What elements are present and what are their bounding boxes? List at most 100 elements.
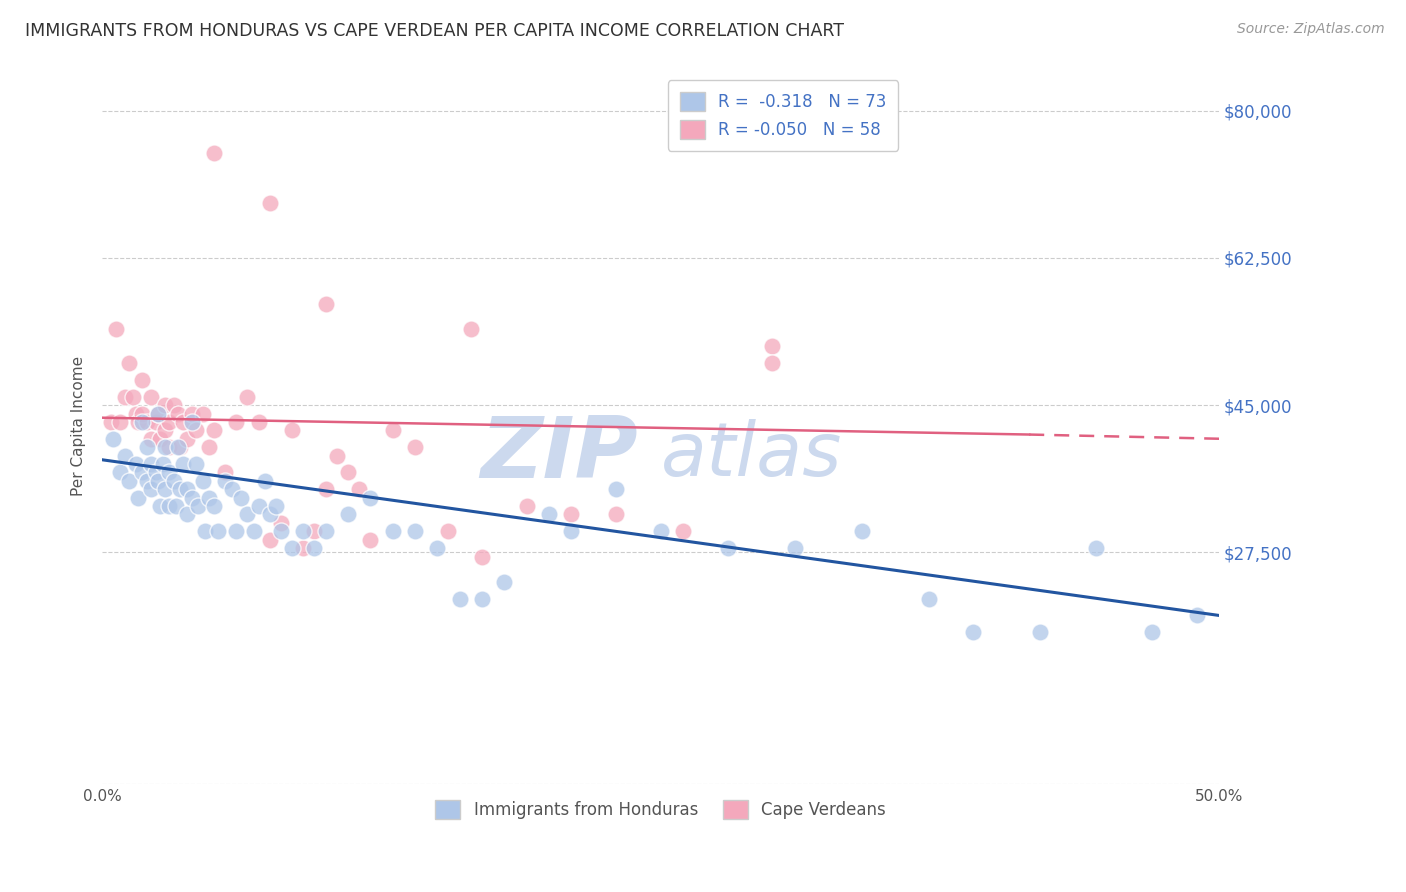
Point	[259, 533, 281, 547]
Point	[169, 440, 191, 454]
Point	[326, 449, 349, 463]
Point	[191, 474, 214, 488]
Point	[449, 591, 471, 606]
Point	[347, 482, 370, 496]
Point	[125, 457, 148, 471]
Point	[761, 356, 783, 370]
Point	[135, 440, 157, 454]
Point	[537, 508, 560, 522]
Point	[108, 466, 131, 480]
Legend: Immigrants from Honduras, Cape Verdeans: Immigrants from Honduras, Cape Verdeans	[429, 793, 893, 825]
Point	[336, 466, 359, 480]
Text: IMMIGRANTS FROM HONDURAS VS CAPE VERDEAN PER CAPITA INCOME CORRELATION CHART: IMMIGRANTS FROM HONDURAS VS CAPE VERDEAN…	[25, 22, 845, 40]
Point	[153, 398, 176, 412]
Text: atlas: atlas	[661, 418, 842, 491]
Point	[918, 591, 941, 606]
Point	[194, 524, 217, 539]
Point	[167, 407, 190, 421]
Point	[114, 449, 136, 463]
Point	[851, 524, 873, 539]
Point	[135, 474, 157, 488]
Point	[304, 524, 326, 539]
Point	[127, 491, 149, 505]
Point	[146, 407, 169, 421]
Point	[243, 524, 266, 539]
Point	[149, 499, 172, 513]
Point	[184, 423, 207, 437]
Point	[157, 466, 180, 480]
Point	[202, 423, 225, 437]
Point	[153, 440, 176, 454]
Point	[180, 415, 202, 429]
Point	[145, 466, 167, 480]
Point	[198, 440, 221, 454]
Point	[108, 415, 131, 429]
Point	[404, 524, 426, 539]
Point	[783, 541, 806, 556]
Point	[1085, 541, 1108, 556]
Point	[149, 432, 172, 446]
Point	[172, 457, 194, 471]
Point	[426, 541, 449, 556]
Point	[494, 574, 516, 589]
Point	[163, 474, 186, 488]
Point	[359, 533, 381, 547]
Point	[560, 524, 582, 539]
Point	[247, 415, 270, 429]
Point	[191, 407, 214, 421]
Point	[281, 541, 304, 556]
Point	[100, 415, 122, 429]
Point	[236, 508, 259, 522]
Point	[471, 591, 494, 606]
Point	[125, 407, 148, 421]
Point	[118, 474, 141, 488]
Point	[236, 390, 259, 404]
Point	[560, 508, 582, 522]
Point	[187, 499, 209, 513]
Point	[404, 440, 426, 454]
Point	[516, 499, 538, 513]
Point	[172, 415, 194, 429]
Point	[761, 339, 783, 353]
Point	[122, 390, 145, 404]
Point	[315, 297, 337, 311]
Point	[292, 541, 315, 556]
Point	[225, 524, 247, 539]
Point	[165, 499, 187, 513]
Point	[141, 390, 163, 404]
Point	[141, 482, 163, 496]
Point	[270, 524, 292, 539]
Point	[104, 322, 127, 336]
Point	[103, 432, 125, 446]
Point	[127, 415, 149, 429]
Point	[381, 524, 404, 539]
Point	[1029, 625, 1052, 640]
Point	[152, 457, 174, 471]
Point	[605, 482, 627, 496]
Point	[292, 524, 315, 539]
Point	[650, 524, 672, 539]
Point	[118, 356, 141, 370]
Point	[131, 466, 153, 480]
Point	[131, 373, 153, 387]
Point	[207, 524, 229, 539]
Point	[254, 474, 277, 488]
Point	[336, 508, 359, 522]
Point	[202, 145, 225, 160]
Point	[672, 524, 695, 539]
Point	[131, 407, 153, 421]
Point	[962, 625, 984, 640]
Text: Source: ZipAtlas.com: Source: ZipAtlas.com	[1237, 22, 1385, 37]
Point	[141, 457, 163, 471]
Point	[180, 491, 202, 505]
Point	[131, 415, 153, 429]
Point	[180, 407, 202, 421]
Point	[281, 423, 304, 437]
Point	[214, 474, 236, 488]
Point	[247, 499, 270, 513]
Point	[184, 457, 207, 471]
Point	[471, 549, 494, 564]
Point	[259, 196, 281, 211]
Point	[605, 508, 627, 522]
Point	[717, 541, 740, 556]
